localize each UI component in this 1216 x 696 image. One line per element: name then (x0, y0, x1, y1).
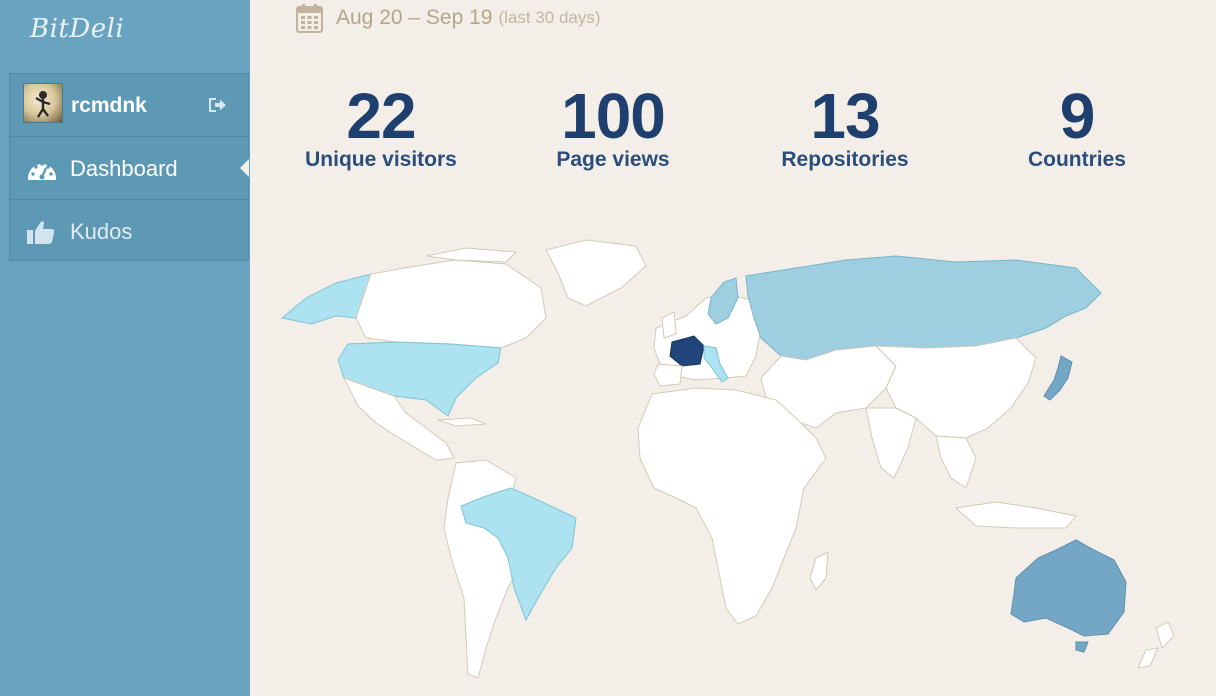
stat-label: Repositories (781, 148, 909, 171)
country-japan[interactable] (1043, 355, 1073, 401)
avatar[interactable] (23, 83, 63, 123)
country-madagascar[interactable] (809, 551, 829, 591)
brand-logo[interactable]: BitDeli (30, 14, 125, 44)
stat-value: 100 (561, 80, 666, 152)
country-indonesia[interactable] (954, 501, 1077, 529)
country-new-zealand[interactable] (1137, 621, 1175, 669)
region-africa[interactable] (637, 387, 827, 625)
sidebar: BitDeli rcmdnk (0, 0, 250, 696)
region-southeast-asia[interactable] (935, 435, 977, 489)
country-mexico[interactable] (342, 377, 455, 461)
stat-unique-visitors: 22 Unique visitors (266, 82, 496, 172)
country-united-kingdom[interactable] (661, 311, 677, 339)
sidebar-nav: rcmdnk Dashboard (9, 73, 249, 261)
stat-value: 13 (810, 80, 880, 152)
sidebar-item-kudos[interactable]: Kudos (10, 200, 248, 263)
thumbs-up-icon (27, 221, 55, 244)
date-range[interactable]: Aug 20 – Sep 19 (last 30 days) (296, 2, 601, 34)
user-row: rcmdnk (10, 74, 248, 137)
date-range-label: Aug 20 – Sep 19 (336, 6, 493, 29)
country-spain[interactable] (653, 363, 683, 387)
stat-label: Page views (556, 148, 670, 171)
country-russia[interactable] (745, 255, 1102, 361)
sidebar-item-dashboard[interactable]: Dashboard (10, 137, 249, 200)
stat-repositories: 13 Repositories (730, 82, 960, 172)
country-india[interactable] (865, 407, 917, 479)
country-greenland[interactable] (545, 239, 647, 307)
world-map[interactable] (276, 238, 1206, 692)
stat-label: Countries (1027, 148, 1126, 171)
stat-value: 22 (346, 80, 416, 152)
dashboard-icon (28, 162, 56, 180)
sidebar-item-label: Kudos (70, 219, 133, 244)
stat-label: Unique visitors (305, 148, 457, 171)
country-australia-tasmania[interactable] (1075, 641, 1089, 653)
country-australia[interactable] (1010, 539, 1127, 637)
stat-value: 9 (1059, 80, 1096, 152)
country-arctic-islands[interactable] (425, 247, 518, 263)
logout-icon[interactable] (207, 96, 227, 114)
country-sweden[interactable] (707, 277, 739, 325)
country-france[interactable] (669, 335, 705, 367)
country-italy[interactable] (703, 345, 729, 383)
country-china[interactable] (874, 337, 1037, 439)
active-indicator (240, 159, 249, 177)
sidebar-item-label: Dashboard (70, 156, 178, 181)
country-brazil[interactable] (460, 487, 577, 622)
country-cuba[interactable] (437, 417, 487, 427)
country-canada[interactable] (355, 259, 547, 349)
calendar-icon (296, 4, 323, 33)
date-range-note: (last 30 days) (498, 8, 601, 27)
username[interactable]: rcmdnk (71, 94, 147, 117)
stat-countries: 9 Countries (962, 82, 1192, 172)
stat-page-views: 100 Page views (498, 82, 728, 172)
